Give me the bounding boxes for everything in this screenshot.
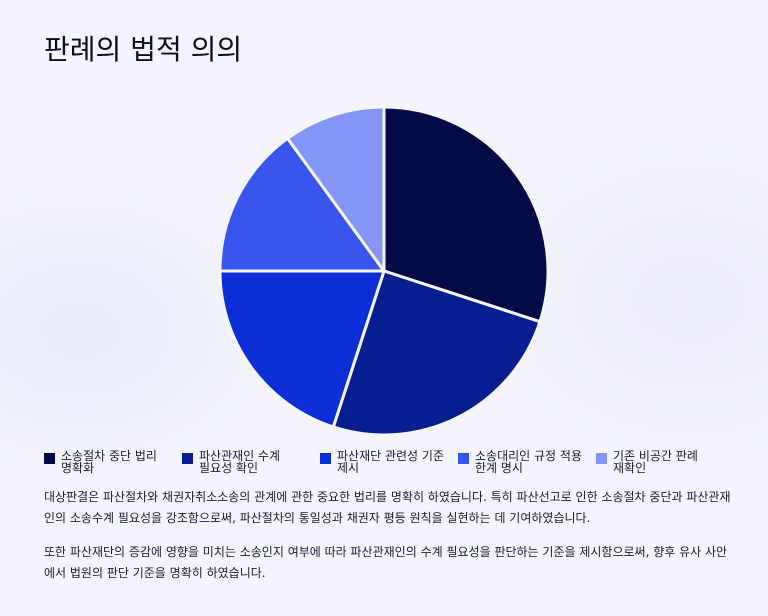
- paragraph-1: 대상판결은 파산절차와 채권자취소소송의 관계에 관한 중요한 법리를 명확히 …: [44, 490, 731, 525]
- legend-swatch: [596, 453, 607, 464]
- legend-item-3: 파산재단 관련성 기준 제시: [320, 450, 458, 474]
- pie-slice-4: [218, 136, 386, 273]
- legend-item-4: 소송대리인 규정 적용 한계 명시: [458, 450, 596, 474]
- legend-item-2: 파산관재인 수계 필요성 확인: [182, 450, 320, 474]
- legend-label: 파산재단 관련성 기준 제시: [337, 449, 444, 475]
- pie-slice-2: [331, 269, 542, 437]
- pie-slice-3: [218, 269, 386, 429]
- paragraph-2: 또한 파산재단의 증감에 영향을 미치는 소송인지 여부에 따라 파산관재인의 …: [44, 545, 728, 580]
- legend-swatch: [182, 453, 193, 464]
- legend-label: 소송대리인 규정 적용 한계 명시: [475, 449, 582, 475]
- legend-label: 소송절차 중단 법리 명확화: [61, 449, 157, 475]
- legend-label: 기존 비공간 판례 재확인: [613, 449, 698, 475]
- pie-slice-5: [286, 105, 386, 273]
- page-title: 판례의 법적 의의: [44, 33, 243, 66]
- chart-legend: 소송절차 중단 법리 명확화 파산관재인 수계 필요성 확인 파산재단 관련성 기준…: [44, 450, 734, 474]
- legend-swatch: [458, 453, 469, 464]
- legend-label: 파산관재인 수계 필요성 확인: [199, 449, 281, 475]
- pie-slice-1: [382, 105, 550, 324]
- legend-item-5: 기존 비공간 판례 재확인: [596, 450, 734, 474]
- pie-chart: [218, 105, 550, 437]
- legend-item-1: 소송절차 중단 법리 명확화: [44, 450, 182, 474]
- legend-swatch: [44, 453, 55, 464]
- legend-swatch: [320, 453, 331, 464]
